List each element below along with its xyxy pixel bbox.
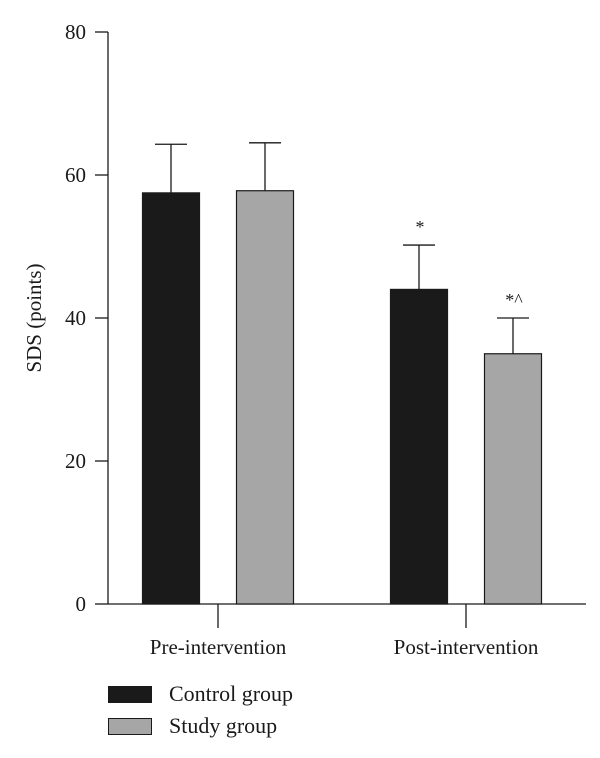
legend: Control group Study group xyxy=(108,678,293,742)
y-tick-label-60: 60 xyxy=(65,163,86,187)
legend-item-study: Study group xyxy=(108,710,293,742)
significance-marker-s1-c1: *^ xyxy=(505,290,523,310)
legend-label-study: Study group xyxy=(169,713,278,738)
bar-s1-c1 xyxy=(483,353,543,605)
legend-item-control: Control group xyxy=(108,678,293,710)
plot-area: 0 20 40 60 80 Pre-intervention Post-interventi… xyxy=(65,20,586,659)
y-tick-label-0: 0 xyxy=(76,592,87,616)
x-tick-label-0: Pre-intervention xyxy=(150,635,287,659)
bar-chart: 0 20 40 60 80 Pre-intervention Post-interventi… xyxy=(22,20,586,659)
bar-s0-c1 xyxy=(389,288,449,605)
bar-s0-c0 xyxy=(141,192,201,605)
y-tick-label-20: 20 xyxy=(65,449,86,473)
significance-marker-s0-c1: * xyxy=(416,217,425,237)
legend-label-control: Control group xyxy=(169,681,294,706)
y-axis-label: SDS (points) xyxy=(22,263,46,372)
legend-swatch-control xyxy=(108,685,152,703)
y-tick-label-40: 40 xyxy=(65,306,86,330)
x-tick-label-1: Post-intervention xyxy=(394,635,539,659)
y-tick-label-80: 80 xyxy=(65,20,86,44)
legend-swatch-study xyxy=(108,717,152,735)
bar-s1-c0 xyxy=(235,190,295,605)
